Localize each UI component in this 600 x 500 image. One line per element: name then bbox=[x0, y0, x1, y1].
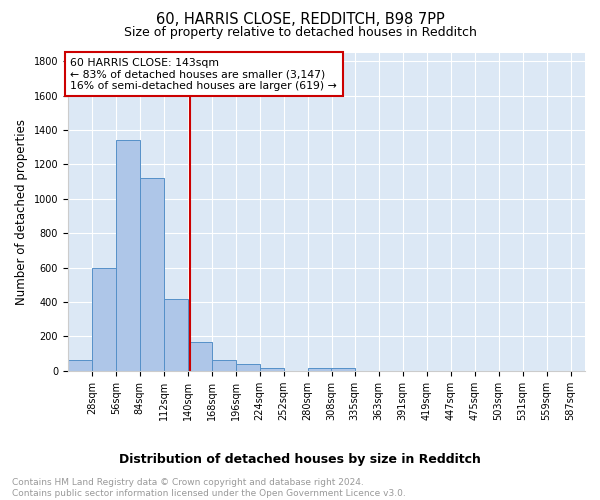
Bar bbox=[212, 360, 236, 371]
Bar bbox=[68, 360, 92, 371]
Bar bbox=[92, 268, 116, 371]
Text: 60 HARRIS CLOSE: 143sqm
← 83% of detached houses are smaller (3,147)
16% of semi: 60 HARRIS CLOSE: 143sqm ← 83% of detache… bbox=[70, 58, 337, 91]
Text: Distribution of detached houses by size in Redditch: Distribution of detached houses by size … bbox=[119, 452, 481, 466]
Text: Contains HM Land Registry data © Crown copyright and database right 2024.
Contai: Contains HM Land Registry data © Crown c… bbox=[12, 478, 406, 498]
Bar bbox=[308, 368, 332, 371]
Bar bbox=[188, 342, 212, 371]
Bar bbox=[116, 140, 140, 371]
Bar bbox=[236, 364, 260, 371]
Text: Size of property relative to detached houses in Redditch: Size of property relative to detached ho… bbox=[124, 26, 476, 39]
Bar bbox=[164, 298, 188, 371]
Bar bbox=[331, 368, 355, 371]
Text: 60, HARRIS CLOSE, REDDITCH, B98 7PP: 60, HARRIS CLOSE, REDDITCH, B98 7PP bbox=[155, 12, 445, 28]
Bar bbox=[140, 178, 164, 371]
Y-axis label: Number of detached properties: Number of detached properties bbox=[15, 118, 28, 304]
Bar bbox=[260, 368, 284, 371]
